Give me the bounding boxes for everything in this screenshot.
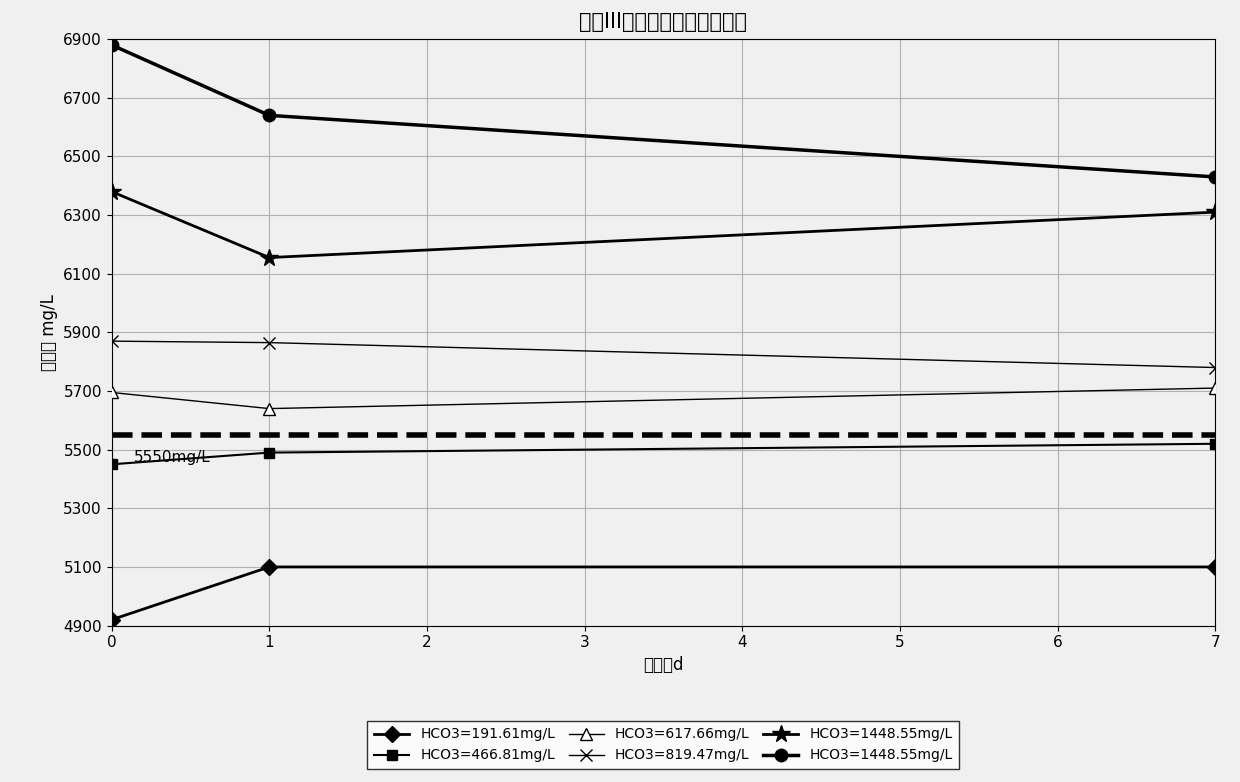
Text: 5550mg/L: 5550mg/L <box>134 450 211 465</box>
HCO3=466.81mg/L <box>104 460 119 469</box>
HCO3=1448.55mg/L <box>1208 172 1223 181</box>
Line: HCO3=617.66mg/L: HCO3=617.66mg/L <box>107 382 1220 414</box>
Line: HCO3=819.47mg/L: HCO3=819.47mg/L <box>105 335 1221 374</box>
X-axis label: 时间，d: 时间，d <box>644 656 683 674</box>
HCO3=819.47mg/L <box>1208 363 1223 372</box>
HCO3=617.66mg/L <box>1208 383 1223 393</box>
HCO3=819.47mg/L <box>104 336 119 346</box>
HCO3=1448.55mg/L <box>1208 207 1223 217</box>
Line: HCO3=191.61mg/L: HCO3=191.61mg/L <box>107 561 1220 626</box>
HCO3=1448.55mg/L <box>262 253 277 262</box>
HCO3=191.61mg/L <box>262 562 277 572</box>
HCO3=466.81mg/L <box>262 448 277 457</box>
HCO3=819.47mg/L <box>262 338 277 347</box>
HCO3=1448.55mg/L <box>104 40 119 49</box>
Legend: HCO3=191.61mg/L, HCO3=466.81mg/L, HCO3=617.66mg/L, HCO3=819.47mg/L, HCO3=1448.55: HCO3=191.61mg/L, HCO3=466.81mg/L, HCO3=6… <box>367 720 960 769</box>
Line: HCO3=466.81mg/L: HCO3=466.81mg/L <box>107 439 1220 469</box>
HCO3=191.61mg/L <box>104 615 119 625</box>
HCO3=617.66mg/L <box>104 388 119 397</box>
HCO3=466.81mg/L <box>1208 439 1223 449</box>
Y-axis label: 矿化度 mg/L: 矿化度 mg/L <box>40 294 57 371</box>
Title: 试验III矿化度随时间变化曲线: 试验III矿化度随时间变化曲线 <box>579 12 748 32</box>
HCO3=617.66mg/L <box>262 404 277 413</box>
HCO3=1448.55mg/L <box>262 110 277 120</box>
HCO3=1448.55mg/L <box>104 187 119 196</box>
HCO3=191.61mg/L <box>1208 562 1223 572</box>
Line: HCO3=1448.55mg/L: HCO3=1448.55mg/L <box>103 182 1224 267</box>
Line: HCO3=1448.55mg/L: HCO3=1448.55mg/L <box>105 39 1221 183</box>
